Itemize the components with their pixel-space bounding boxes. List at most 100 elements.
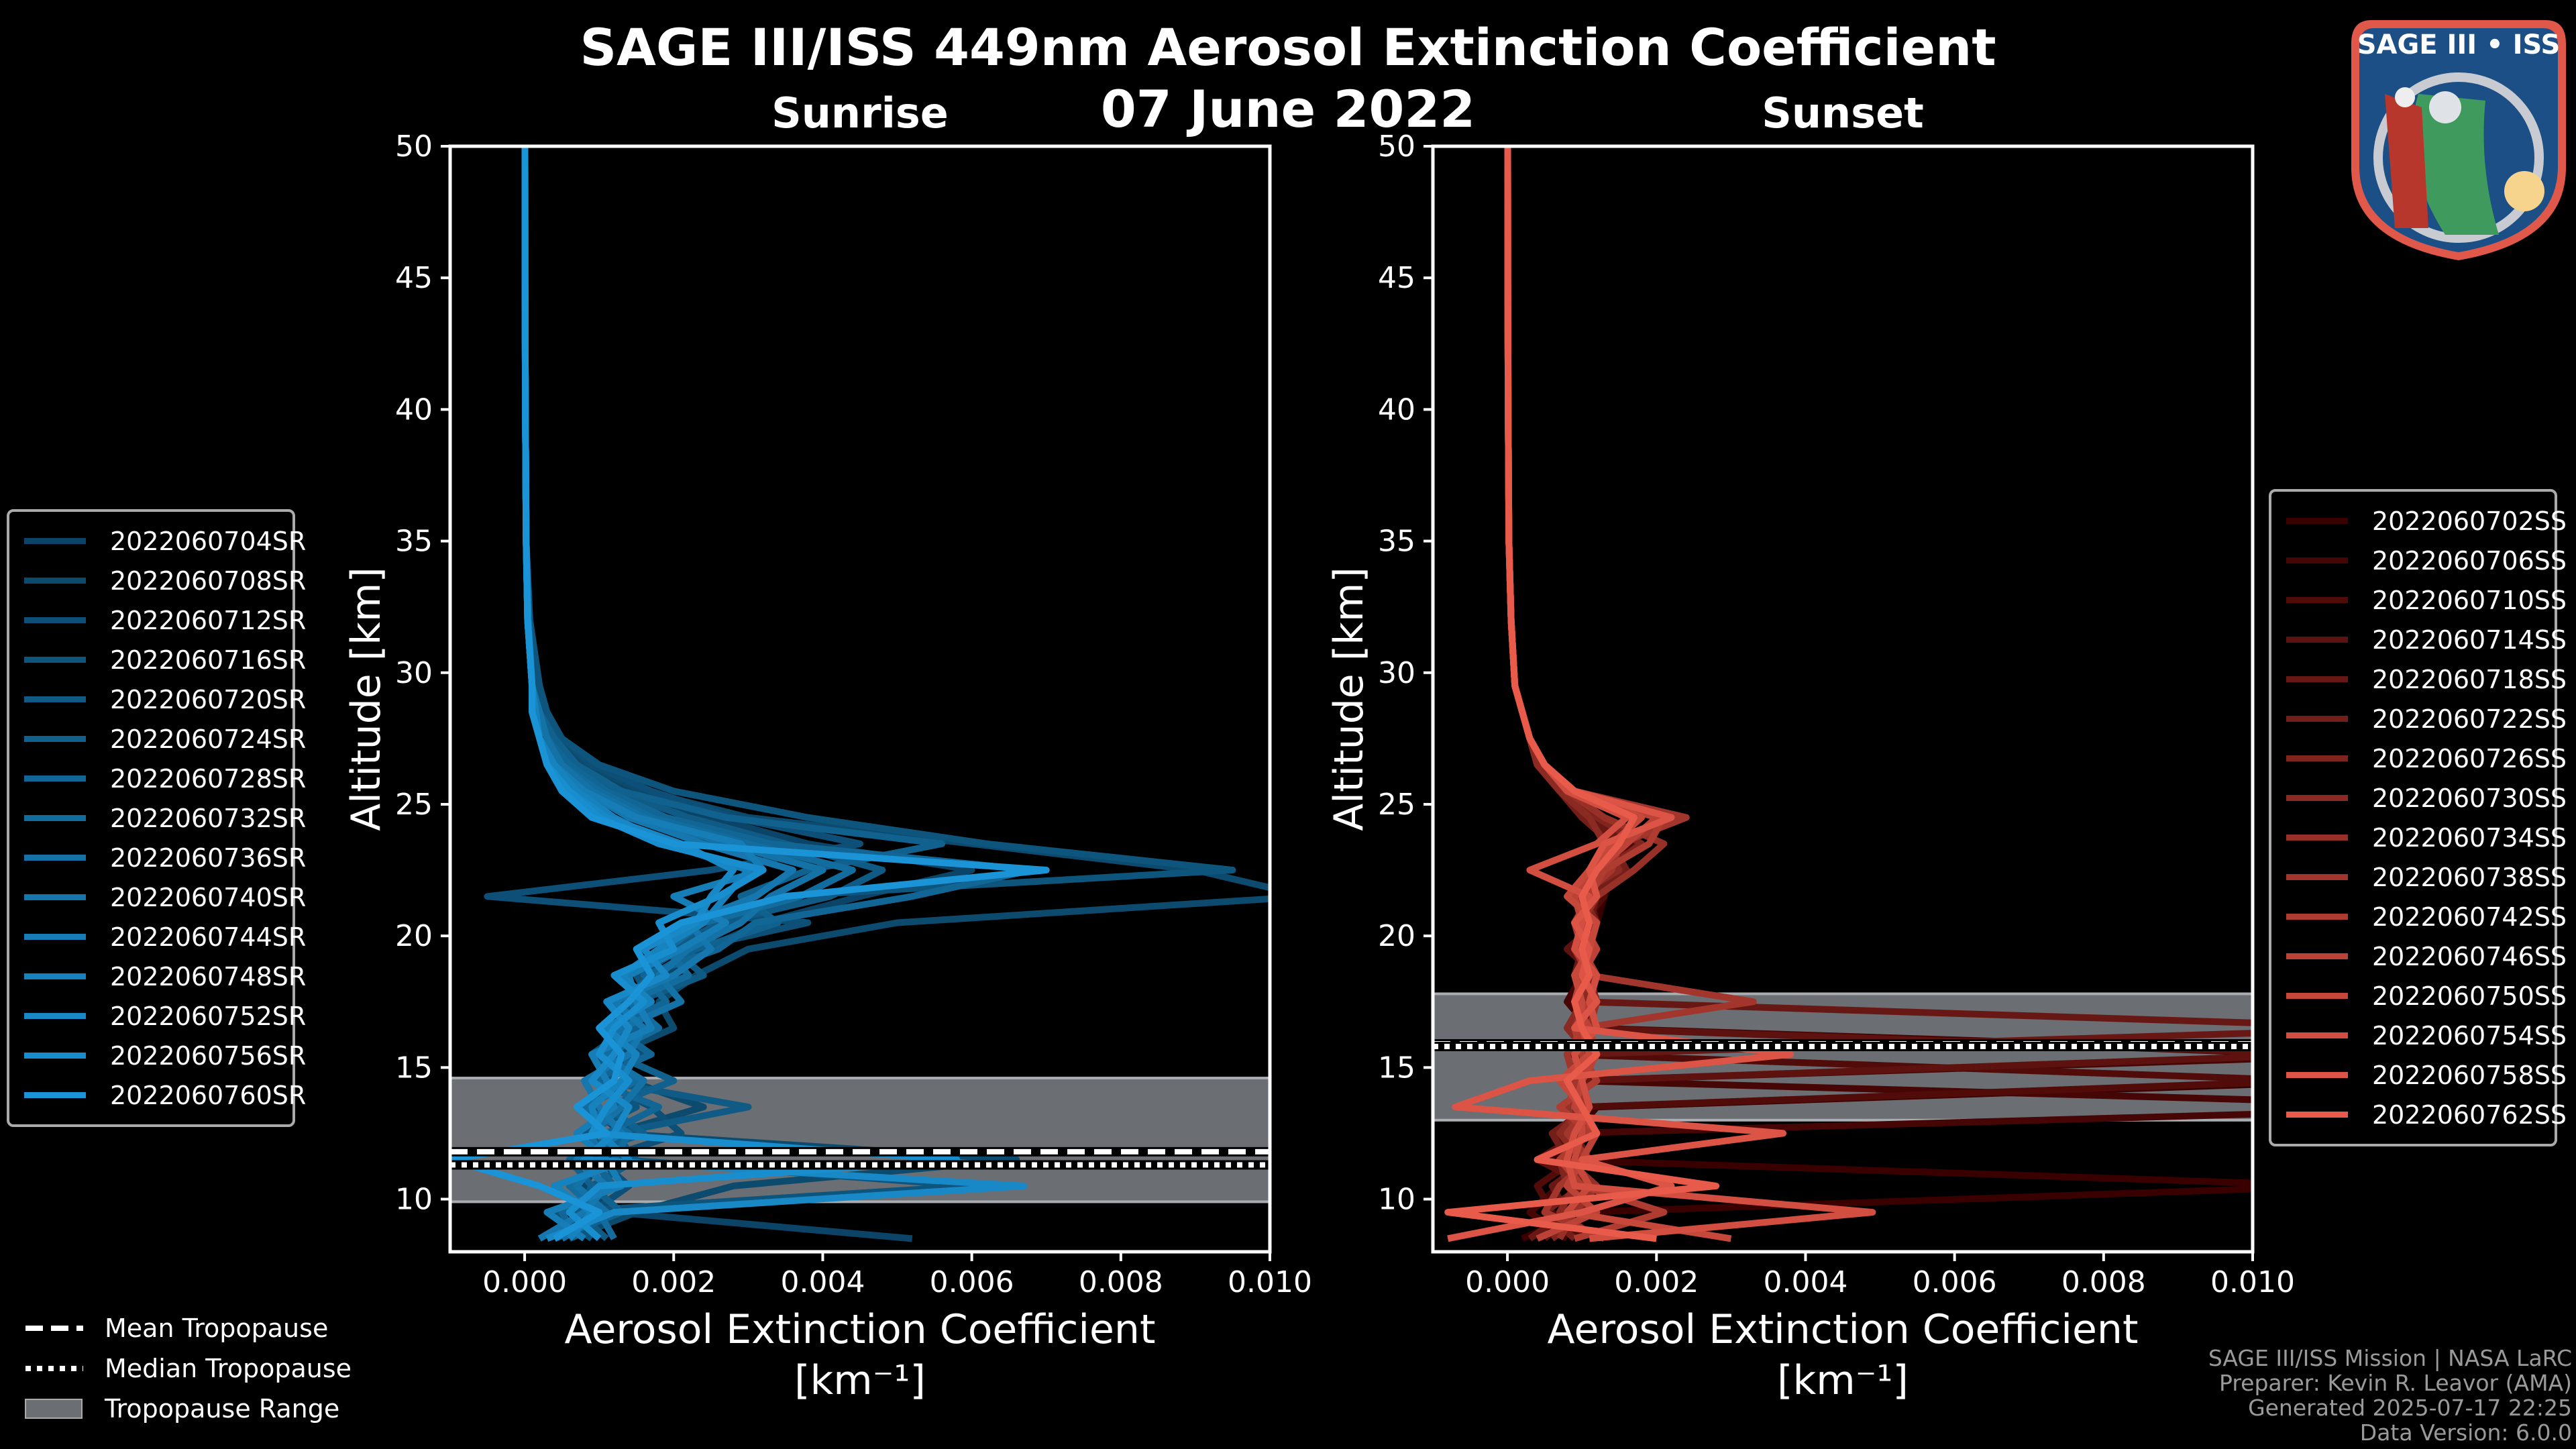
legend-item: 2022060736SR: [24, 838, 306, 877]
legend-label: 2022060736SR: [110, 843, 307, 873]
sunset-plot-area: [1433, 146, 2253, 1242]
legend-swatch: [2286, 1032, 2348, 1038]
profile-line-2022060720SR: [521, 146, 886, 1242]
footer-data-version: Data Version: 6.0.0: [2359, 1419, 2572, 1446]
legend-label: 2022060724SR: [110, 724, 307, 754]
y-tick-label: 50: [395, 129, 433, 164]
y-tick-label: 10: [1378, 1183, 1415, 1217]
x-axis-unit: [km⁻¹]: [1777, 1357, 1909, 1404]
legend-label: 2022060728SR: [110, 763, 307, 794]
legend-label: 2022060738SS: [2372, 862, 2567, 892]
y-tick-label: 30: [1378, 656, 1415, 690]
x-axis-unit: [km⁻¹]: [794, 1357, 926, 1404]
y-tick-label: 30: [395, 656, 433, 690]
legend-swatch: [24, 1053, 86, 1059]
x-tick-label: 0.004: [780, 1265, 865, 1299]
y-tick-label: 20: [1378, 919, 1415, 953]
sunrise-legend: 2022060704SR 2022060708SR 2022060712SR 2022…: [7, 509, 306, 1127]
legend-label: 2022060716SR: [110, 645, 307, 675]
legend-tropopause-range: Tropopause Range: [24, 1389, 352, 1429]
legend-swatch: [2286, 557, 2348, 564]
legend-swatch: [2286, 993, 2348, 999]
legend-item: 2022060750SS: [2286, 976, 2567, 1016]
x-tick-label: 0.008: [1079, 1265, 1163, 1299]
legend-swatch: [2286, 914, 2348, 920]
legend-item: 2022060754SS: [2286, 1016, 2567, 1055]
profile-line-2022060760SR: [450, 146, 1050, 1242]
profile-line-2022060736SR: [521, 146, 826, 1242]
footer-generated: Generated 2025-07-17 22:25: [2248, 1395, 2572, 1421]
x-tick-label: 0.002: [631, 1265, 716, 1299]
legend-label: 2022060714SS: [2372, 625, 2567, 655]
x-tick-label: 0.000: [482, 1265, 567, 1299]
legend-label: 2022060750SS: [2372, 981, 2567, 1011]
sunset-legend: 2022060702SS 2022060706SS 2022060710SS 2022…: [2269, 489, 2567, 1146]
x-tick-label: 0.006: [1913, 1265, 1997, 1299]
legend-swatch: [24, 934, 86, 940]
legend-label: 2022060726SS: [2372, 743, 2567, 773]
legend-swatch: [24, 855, 86, 861]
legend-swatch: [2286, 953, 2348, 959]
legend-median-label: Median Tropopause: [105, 1354, 352, 1383]
sage-iii-iss-logo: SAGE III • ISS: [2351, 20, 2566, 260]
legend-swatch: [2286, 874, 2348, 880]
legend-label: 2022060722SS: [2372, 704, 2567, 734]
y-axis-label: Altitude [km]: [1326, 567, 1373, 831]
legend-item: 2022060732SR: [24, 798, 306, 838]
legend-item: 2022060710SS: [2286, 580, 2567, 620]
x-tick-label: 0.010: [2210, 1265, 2295, 1299]
legend-item: 2022060760SR: [24, 1075, 306, 1115]
profile-line-2022060708SR: [521, 146, 1270, 1242]
legend-swatch: [2286, 716, 2348, 722]
profile-line-2022060724SR: [521, 146, 946, 1242]
y-tick-label: 35: [1378, 525, 1415, 559]
profile-line-2022060762SS: [1444, 146, 1720, 1242]
chart-date: 07 June 2022: [1100, 79, 1476, 139]
legend-label: 2022060762SS: [2372, 1099, 2567, 1130]
x-axis-label: Aerosol Extinction Coefficient: [565, 1306, 1156, 1353]
legend-label: 2022060746SS: [2372, 941, 2567, 971]
legend-swatch: [24, 578, 86, 584]
dotted-line-icon: [25, 1366, 83, 1371]
legend-label: 2022060742SS: [2372, 902, 2567, 932]
legend-swatch: [2286, 795, 2348, 801]
legend-item: 2022060704SR: [24, 521, 306, 561]
legend-label: 2022060710SS: [2372, 585, 2567, 615]
legend-item: 2022060742SS: [2286, 897, 2567, 936]
legend-label: 2022060706SS: [2372, 545, 2567, 576]
tropopause-legend: Mean Tropopause Median Tropopause Tropop…: [24, 1308, 352, 1429]
legend-item: 2022060738SS: [2286, 857, 2567, 897]
y-tick-label: 40: [1378, 392, 1415, 427]
legend-item: 2022060706SS: [2286, 541, 2567, 580]
legend-item: 2022060720SR: [24, 680, 306, 719]
sunrise-panel-title: Sunrise: [771, 89, 949, 138]
footer-mission: SAGE III/ISS Mission | NASA LaRC: [2208, 1345, 2572, 1371]
x-axis-label: Aerosol Extinction Coefficient: [1548, 1306, 2139, 1353]
y-axis-label: Altitude [km]: [343, 567, 390, 831]
legend-mean-tropopause: Mean Tropopause: [24, 1308, 352, 1348]
x-tick-label: 0.008: [2061, 1265, 2146, 1299]
legend-swatch: [2286, 597, 2348, 603]
legend-swatch: [24, 696, 86, 702]
footer-preparer: Preparer: Kevin R. Leavor (AMA): [2219, 1370, 2572, 1396]
y-tick-label: 15: [1378, 1051, 1415, 1085]
x-tick-label: 0.010: [1228, 1265, 1312, 1299]
y-tick-label: 35: [395, 525, 433, 559]
legend-item: 2022060748SR: [24, 957, 306, 996]
y-tick-label: 25: [395, 788, 433, 822]
sunrise-plot-area: [450, 146, 1270, 1242]
legend-label: 2022060760SR: [110, 1080, 307, 1110]
legend-label: 2022060748SR: [110, 961, 307, 991]
legend-swatch: [2286, 637, 2348, 643]
y-tick-label: 45: [395, 261, 433, 295]
legend-label: 2022060756SR: [110, 1040, 307, 1071]
legend-item: 2022060726SS: [2286, 739, 2567, 778]
legend-swatch: [24, 973, 86, 979]
y-tick-label: 25: [1378, 788, 1415, 822]
x-tick-label: 0.006: [930, 1265, 1014, 1299]
legend-swatch: [2286, 1112, 2348, 1118]
legend-label: 2022060712SR: [110, 605, 307, 635]
legend-swatch: [24, 538, 86, 544]
dashed-line-icon: [25, 1326, 83, 1331]
legend-item: 2022060708SR: [24, 561, 306, 600]
